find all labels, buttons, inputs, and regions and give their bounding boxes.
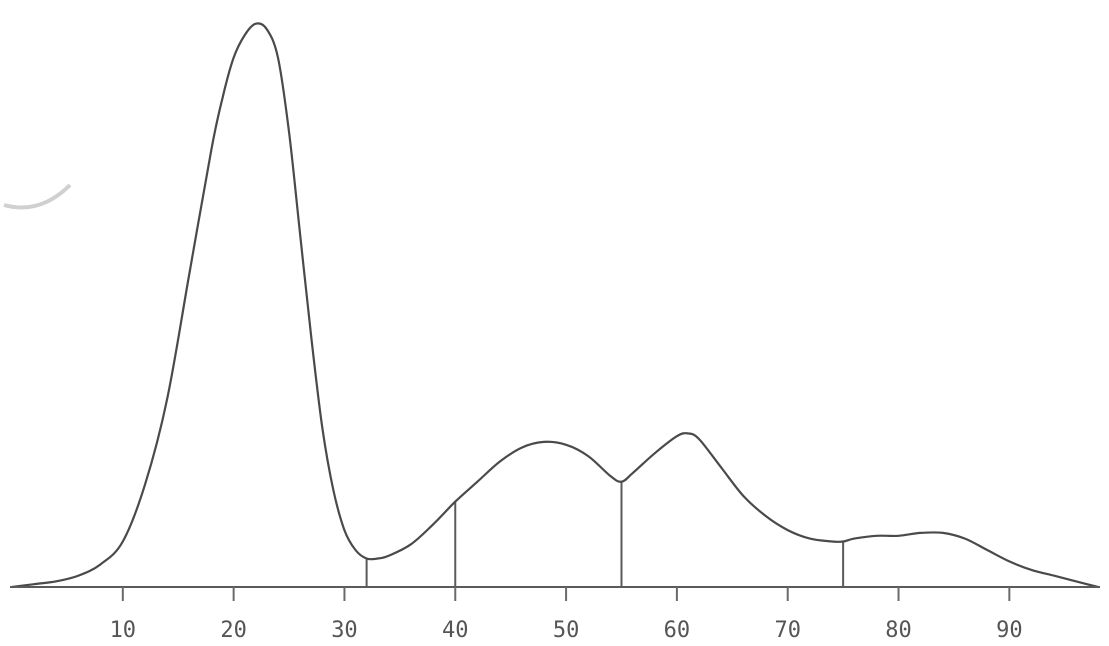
x-tick-label-90: 90 <box>996 618 1023 643</box>
fraction-dividers <box>365 481 845 587</box>
plot-area: 10 20 30 40 50 60 70 80 90 <box>3 22 1100 643</box>
x-tick-label-70: 70 <box>774 618 801 643</box>
x-tick-label-60: 60 <box>664 618 691 643</box>
x-tick-label-10: 10 <box>110 618 137 643</box>
scan-artifact <box>3 183 72 210</box>
x-tick-label-20: 20 <box>220 618 247 643</box>
x-axis-tick-labels: 10 20 30 40 50 60 70 80 90 <box>110 618 1023 643</box>
x-tick-label-40: 40 <box>442 618 469 643</box>
x-tick-label-50: 50 <box>553 618 580 643</box>
x-tick-label-30: 30 <box>331 618 358 643</box>
x-tick-label-80: 80 <box>885 618 912 643</box>
data-series-curve <box>11 22 1099 589</box>
x-axis-ticks <box>121 587 1011 601</box>
